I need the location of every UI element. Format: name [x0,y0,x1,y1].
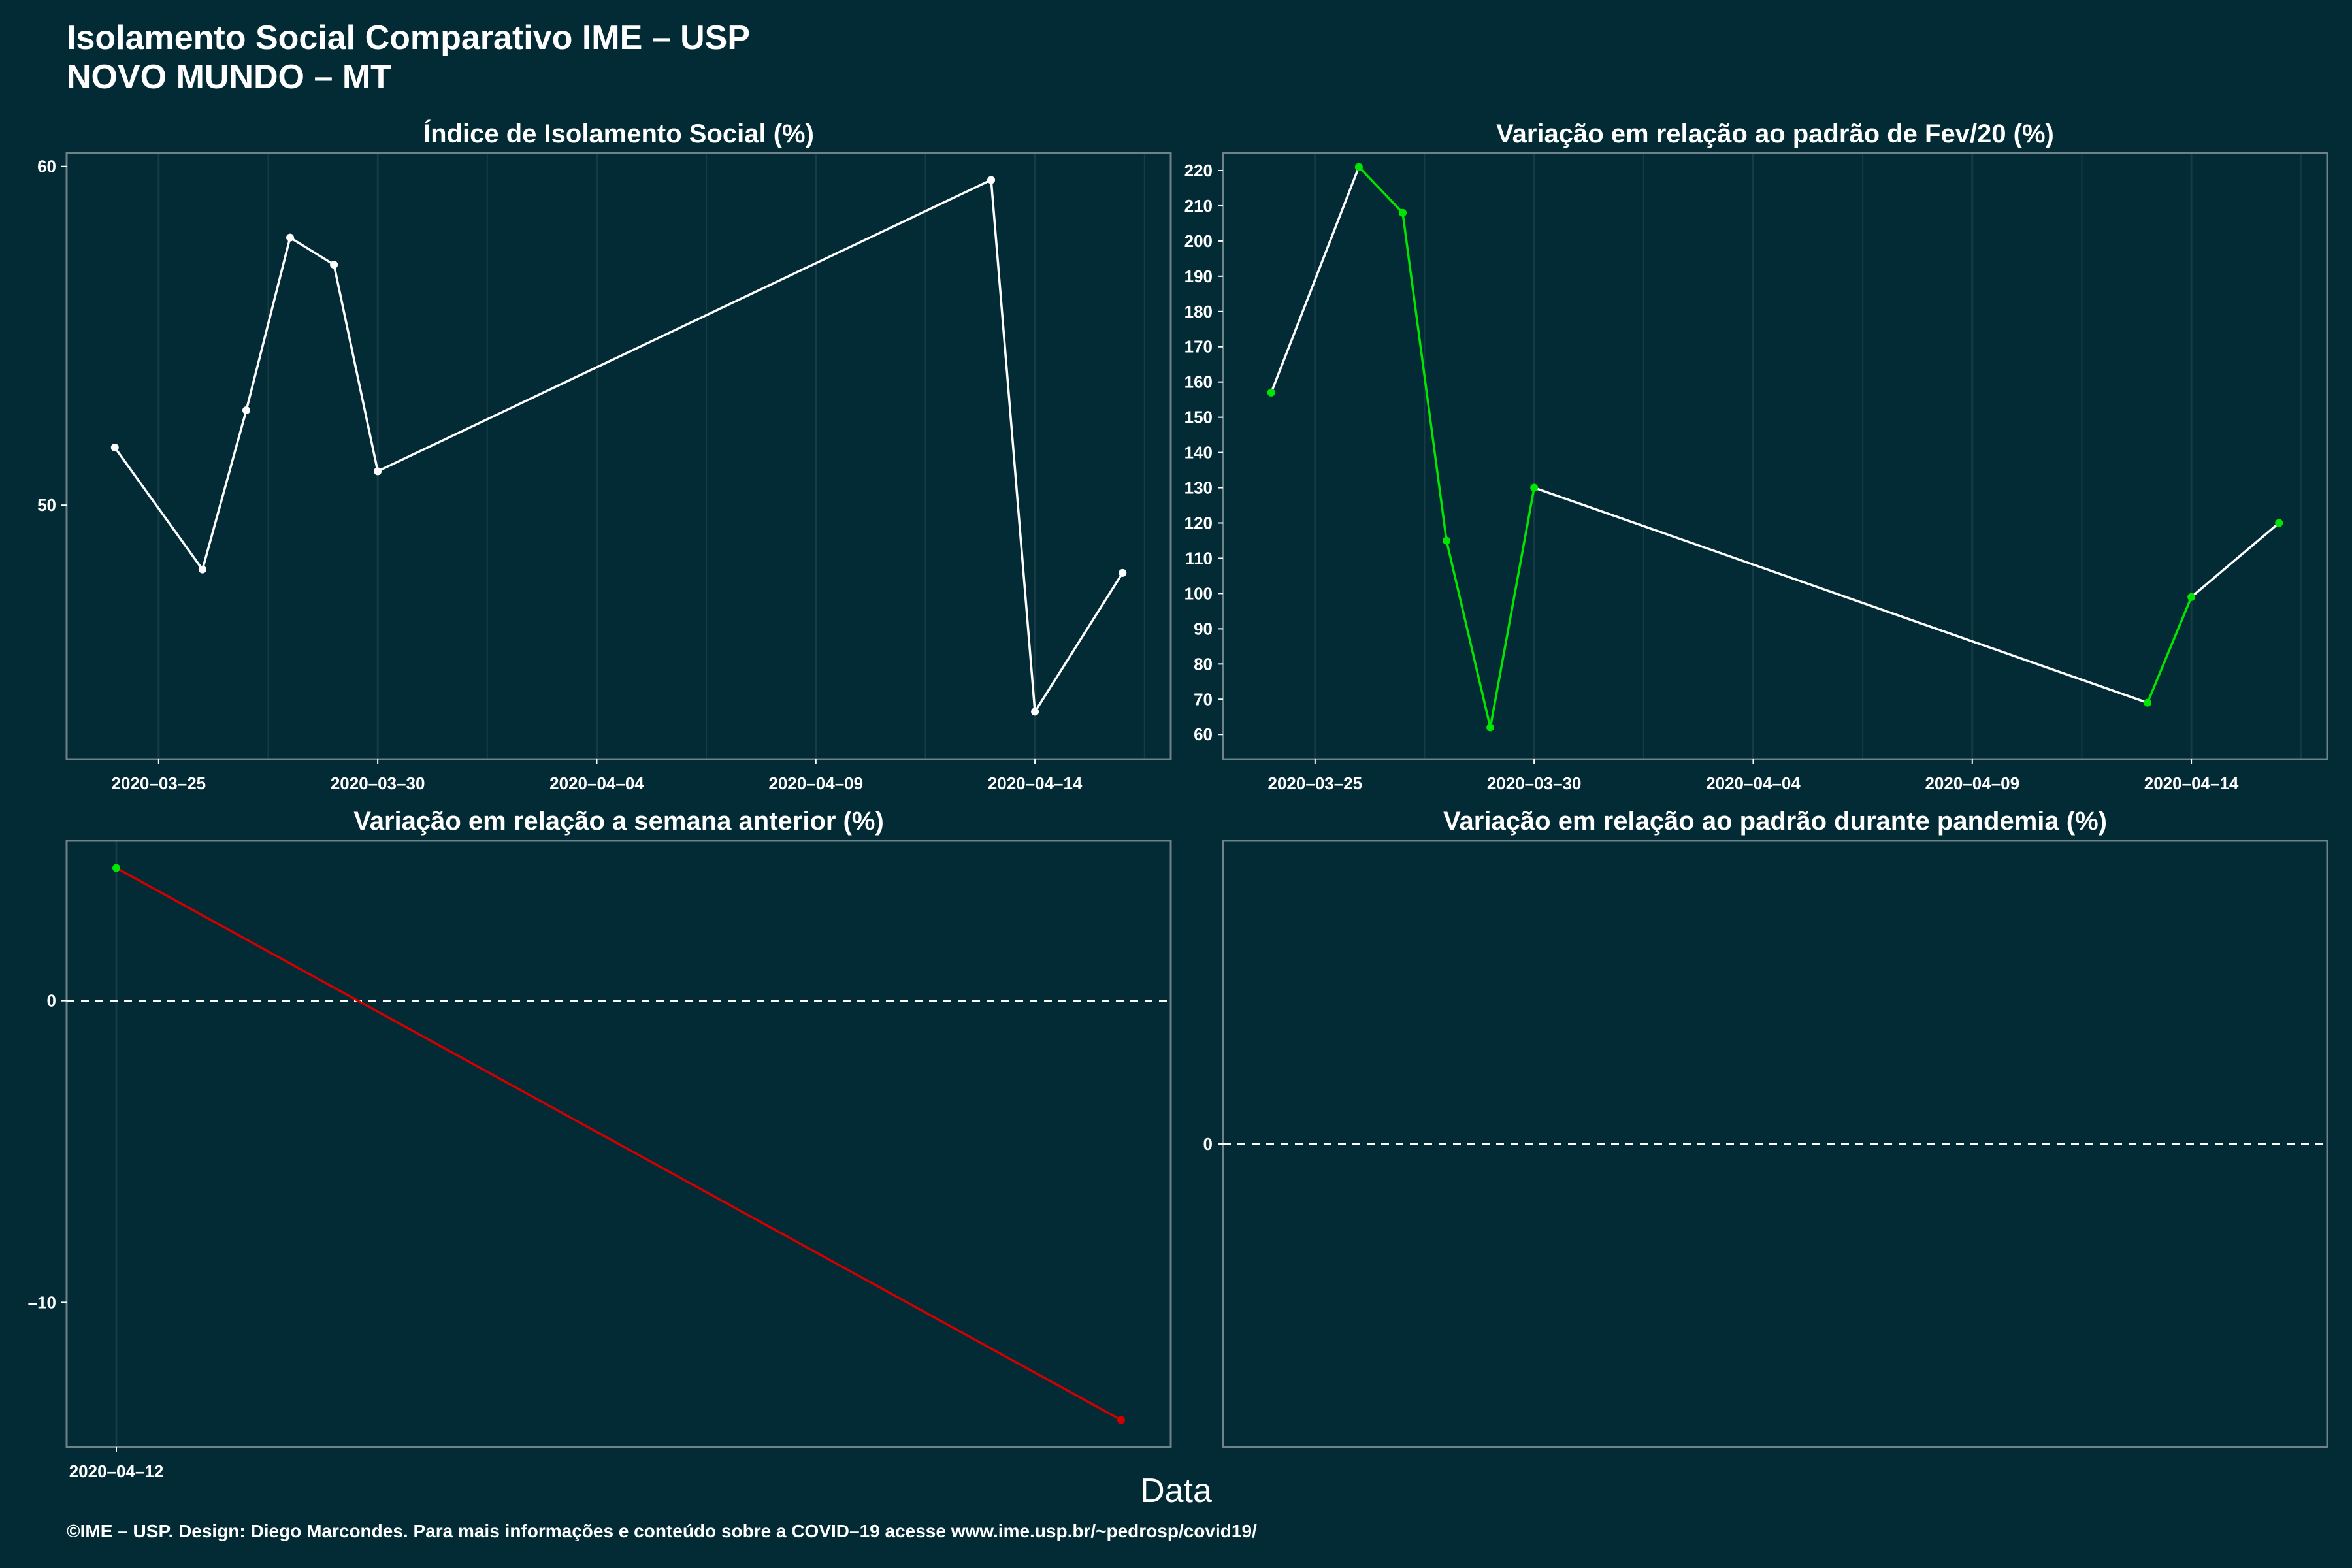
y-tick-label: 110 [1185,548,1213,568]
x-tick-label: 2020–04–12 [69,1462,164,1481]
data-point [112,864,120,872]
y-tick-label: 50 [37,495,56,515]
y-tick-label: 70 [1194,689,1213,709]
x-tick-label: 2020–03–25 [1268,774,1363,793]
data-point [1530,483,1539,492]
x-tick-label: 2020–04–14 [2144,774,2239,793]
panel-frame [65,840,1172,1448]
series-segment [1445,540,1492,728]
panel-frame [65,152,1172,760]
series-segment [1401,212,1448,541]
x-tick-label: 2020–04–09 [768,774,863,793]
panel-title: Variação em relação ao padrão de Fev/20 … [1496,120,2054,148]
series-segment [990,180,1036,712]
data-point [1117,1416,1125,1424]
series-segment [1489,487,1535,728]
x-tick-label: 2020–04–09 [1925,774,2019,793]
data-point [1443,536,1451,545]
y-tick-label: 120 [1184,514,1213,533]
data-point [242,406,250,415]
data-point [198,565,206,574]
panel-title: Índice de Isolamento Social (%) [423,119,814,148]
data-point [330,261,338,269]
x-tick-label: 2020–03–25 [112,774,206,793]
title-block: Isolamento Social Comparativo IME – USP … [67,18,750,97]
series-segment [116,867,1122,1421]
y-tick-label: 170 [1184,337,1213,357]
y-tick-label: 220 [1184,161,1213,180]
data-point [2187,593,2196,601]
y-tick-label: 100 [1184,583,1213,603]
panel-frame [1222,152,2328,760]
series-segment [2146,596,2193,704]
footer-caption: ©IME – USP. Design: Diego Marcondes. Par… [67,1521,1257,1541]
panel-title: Variação em relação ao padrão durante pa… [1443,807,2107,836]
y-tick-label: –10 [28,1292,56,1312]
data-point [286,233,295,242]
series-segment [245,237,291,411]
y-tick-label: 0 [1203,1134,1213,1154]
series-segment [2190,522,2280,598]
data-point [1267,388,1275,397]
data-point [2275,519,2283,527]
panel-title: Variação em relação a semana anterior (%… [353,807,884,836]
series-segment [377,178,992,472]
y-tick-label: 90 [1194,619,1213,638]
y-tick-label: 0 [47,991,56,1011]
series-segment [114,447,204,570]
figure-title: Isolamento Social Comparativo IME – USP [67,19,751,57]
x-axis-title: Data [1140,1472,1212,1510]
data-point [1398,208,1407,217]
y-tick-label: 150 [1184,408,1213,427]
y-tick-label: 200 [1184,231,1213,251]
y-tick-label: 190 [1184,267,1213,286]
data-point [374,467,382,476]
data-point [1031,708,1039,716]
y-tick-label: 60 [1194,725,1213,744]
x-tick-label: 2020–04–04 [1706,774,1801,793]
series-segment [1270,166,1360,393]
figure-subtitle: NOVO MUNDO – MT [67,58,391,96]
data-point [1354,163,1363,171]
series-segment [333,264,379,472]
x-tick-label: 2020–04–14 [988,774,1083,793]
series-segment [1358,166,1404,214]
y-tick-label: 80 [1194,654,1213,674]
data-point [110,444,119,452]
y-tick-label: 160 [1184,372,1213,392]
y-tick-label: 60 [37,157,56,176]
data-point [2144,698,2152,707]
series-segment [1034,572,1124,713]
x-tick-label: 2020–03–30 [331,774,425,793]
data-point [1486,723,1495,732]
x-tick-label: 2020–04–04 [549,774,644,793]
data-point [987,176,996,184]
y-tick-label: 210 [1184,196,1213,216]
series-segment [289,237,335,266]
y-tick-label: 140 [1184,443,1213,463]
series-segment [1533,486,2148,704]
y-tick-label: 130 [1184,478,1213,498]
y-tick-label: 180 [1184,302,1213,321]
x-tick-label: 2020–03–30 [1487,774,1582,793]
data-point [1119,568,1127,577]
series-segment [201,410,248,570]
